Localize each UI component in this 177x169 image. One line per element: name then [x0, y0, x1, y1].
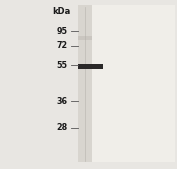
Text: 28: 28 [56, 123, 67, 132]
Text: 36: 36 [56, 97, 67, 106]
Bar [78, 64, 103, 69]
Text: 72: 72 [56, 41, 67, 50]
Bar [78, 5, 175, 162]
Text: 95: 95 [56, 27, 67, 36]
Bar [78, 36, 92, 40]
Bar [78, 5, 92, 162]
Text: kDa: kDa [53, 7, 71, 16]
Text: 55: 55 [56, 61, 67, 70]
